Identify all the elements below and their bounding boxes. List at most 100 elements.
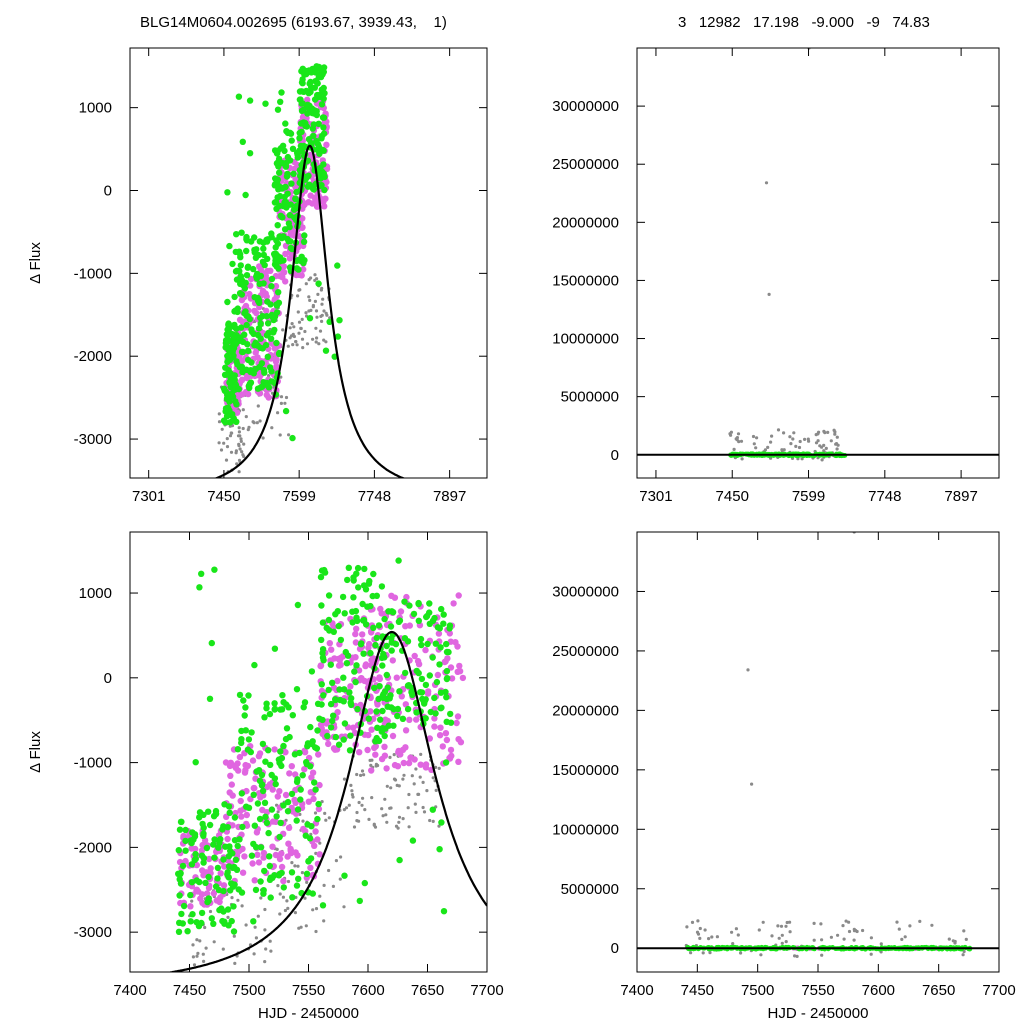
data-point — [324, 732, 331, 740]
data-point — [182, 826, 189, 834]
data-point — [199, 867, 206, 874]
data-point — [397, 608, 405, 615]
data-point — [437, 824, 441, 828]
data-point — [204, 898, 211, 906]
data-point — [770, 934, 774, 938]
data-point — [325, 592, 333, 599]
y-axis-label: Δ Flux — [27, 731, 44, 773]
data-point — [739, 951, 743, 955]
scatter-series-series_b — [175, 557, 455, 935]
data-point — [284, 798, 292, 806]
data-point — [283, 128, 290, 135]
data-point — [383, 671, 390, 679]
data-point — [322, 309, 326, 313]
data-point — [401, 635, 409, 642]
data-point — [381, 732, 388, 740]
x-tick-label: 7748 — [358, 488, 391, 505]
data-point — [273, 339, 280, 347]
data-point — [372, 641, 379, 649]
data-point — [440, 908, 448, 915]
data-point — [794, 444, 798, 448]
data-point — [311, 908, 315, 912]
data-point — [266, 364, 274, 371]
data-point — [953, 941, 957, 945]
data-point — [273, 309, 281, 316]
data-point — [285, 840, 292, 847]
data-point — [313, 111, 320, 119]
data-point — [962, 929, 966, 933]
x-axis-label: HJD - 2450000 — [258, 1005, 359, 1022]
data-point — [366, 577, 373, 585]
data-point — [456, 662, 463, 670]
x-tick-label: 7700 — [982, 982, 1015, 999]
data-point — [315, 280, 322, 287]
data-point — [315, 120, 322, 128]
data-point — [795, 954, 799, 959]
data-point — [365, 644, 372, 651]
data-point — [276, 349, 283, 357]
data-point — [279, 401, 283, 405]
data-point — [243, 811, 250, 819]
data-point — [730, 930, 734, 934]
data-point — [368, 767, 375, 774]
data-point — [707, 937, 711, 941]
data-point — [379, 707, 386, 715]
data-point — [761, 920, 765, 924]
data-point — [360, 769, 365, 773]
data-point — [844, 919, 848, 923]
data-point — [252, 952, 256, 956]
data-point — [459, 674, 467, 682]
plot-area — [166, 557, 487, 972]
data-point — [734, 927, 739, 931]
data-point — [751, 434, 756, 439]
data-point — [309, 890, 316, 897]
data-point — [223, 371, 230, 378]
data-point — [237, 430, 241, 434]
data-point — [239, 439, 243, 443]
data-point — [300, 704, 307, 711]
data-point — [231, 372, 238, 379]
data-point — [241, 853, 248, 860]
data-point — [236, 836, 243, 843]
data-point — [191, 955, 195, 959]
data-point — [368, 726, 375, 733]
data-point — [239, 138, 246, 145]
data-point — [388, 635, 395, 642]
data-point — [290, 861, 294, 865]
data-point — [222, 843, 229, 850]
y-tick-label: 1000 — [79, 585, 112, 602]
data-point — [900, 937, 904, 942]
data-point — [421, 780, 425, 785]
data-point — [241, 426, 245, 431]
data-point — [273, 356, 280, 363]
data-point — [347, 683, 354, 690]
data-point — [418, 775, 422, 779]
data-point — [432, 710, 439, 717]
data-point — [323, 811, 327, 816]
data-point — [431, 723, 438, 730]
data-point — [191, 856, 198, 864]
data-point — [308, 298, 312, 302]
data-point — [824, 446, 828, 450]
data-point — [314, 326, 318, 330]
data-point — [379, 694, 387, 701]
data-point — [236, 898, 240, 902]
data-point — [353, 570, 360, 577]
data-point — [341, 872, 348, 879]
data-point — [238, 348, 246, 356]
data-point — [746, 668, 750, 672]
data-point — [224, 298, 231, 306]
data-point — [350, 793, 354, 797]
data-point — [271, 746, 278, 753]
data-point — [224, 824, 231, 831]
data-point — [319, 288, 323, 292]
data-point — [334, 709, 341, 716]
data-point — [370, 624, 377, 631]
data-point — [766, 445, 770, 449]
data-point — [812, 921, 816, 926]
data-point — [255, 421, 259, 425]
y-tick-label: -1000 — [74, 755, 112, 772]
data-point — [321, 186, 328, 194]
data-point — [283, 725, 291, 732]
data-point — [283, 173, 291, 180]
